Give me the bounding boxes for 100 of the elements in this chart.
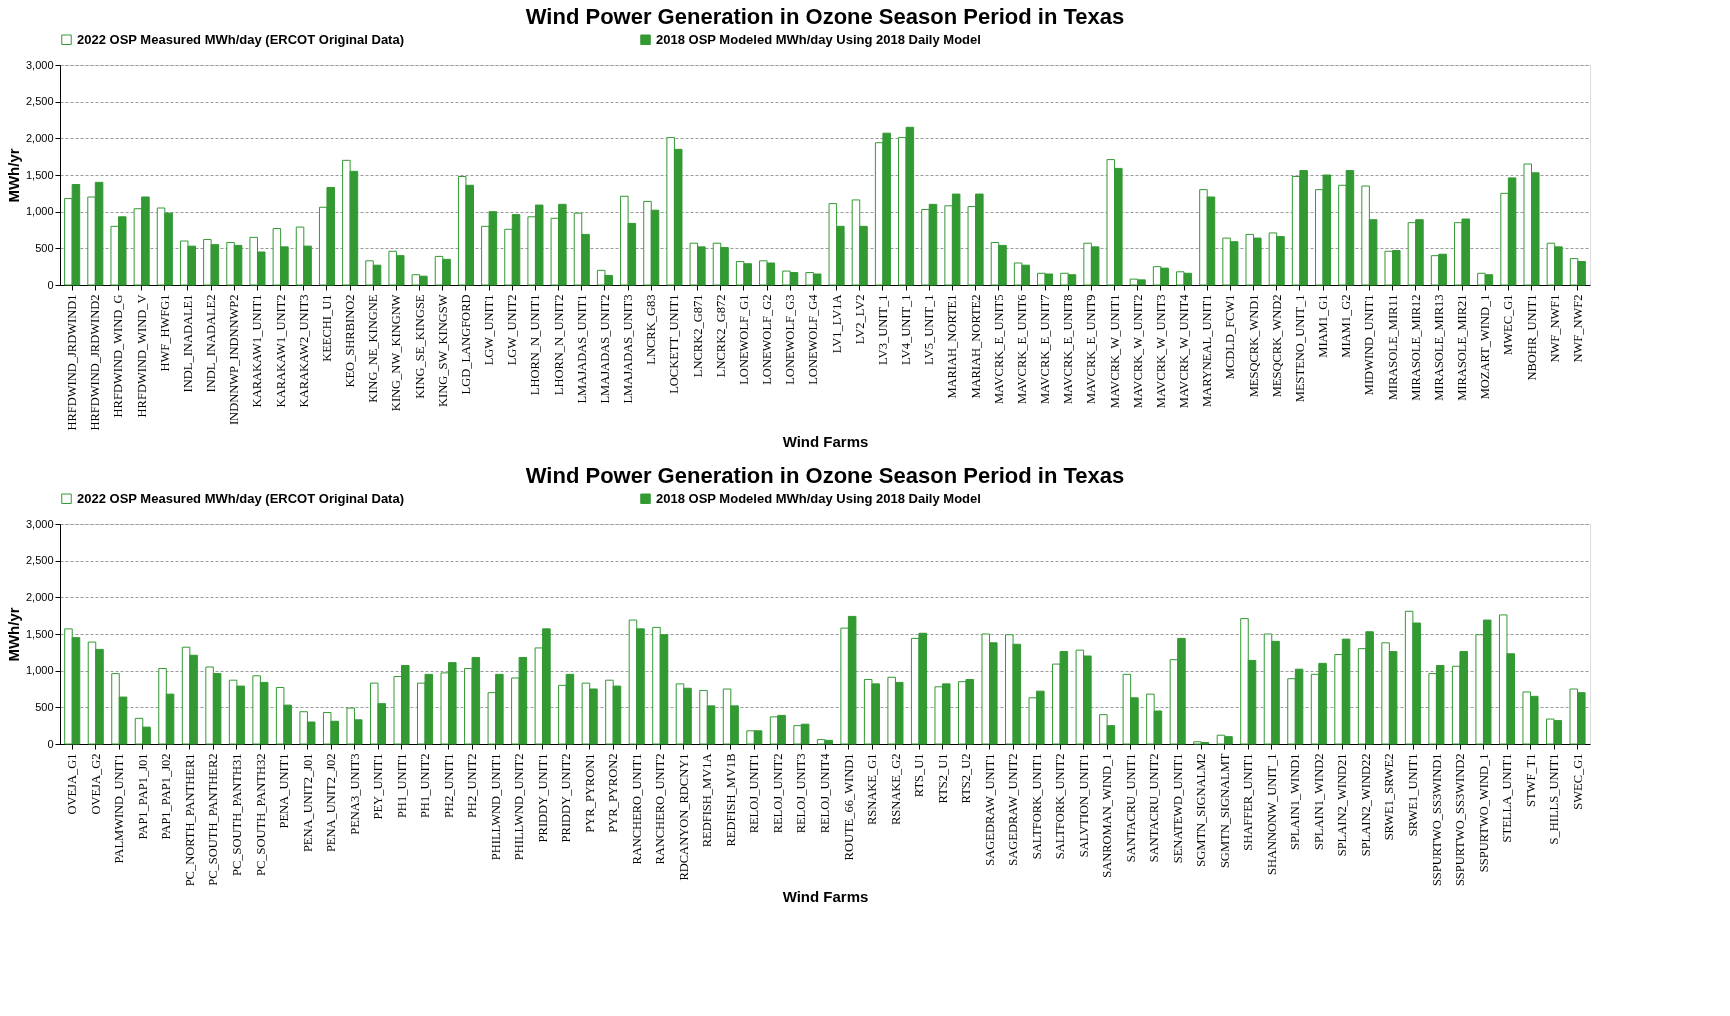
x-tick-label: SALTFORK_UNIT1 — [1029, 753, 1044, 860]
x-tick-label: LGD_LANGFORD — [458, 294, 473, 395]
x-tick-label: MIDWIND_UNIT1 — [1362, 294, 1377, 396]
x-tick-label: LV2_LV2 — [852, 294, 867, 345]
x-tick-label: PENA_UNIT2_J02 — [324, 753, 339, 853]
x-tick-label: RELOJ_UNIT1 — [747, 753, 762, 834]
x-tick-label: PRIDDY_UNIT2 — [559, 753, 574, 843]
x-tick-label: RTS2_U1 — [935, 753, 950, 804]
x-tick-label: LHORN_N_UNIT1 — [528, 294, 543, 396]
x-tick-label: SSPURTWO_SS3WIND1 — [1429, 753, 1444, 887]
legend-label: 2018 OSP Modeled MWh/day Using 2018 Daily Model — [656, 31, 981, 47]
x-tick-label: LV4_UNIT_1 — [899, 294, 914, 365]
x-tick-label: MARIAH_NORTE1 — [945, 294, 960, 399]
x-tick-label: MAVCRK_W_UNIT2 — [1130, 294, 1145, 409]
x-tick-label: MOZART_WIND_1 — [1478, 294, 1493, 400]
x-tick-label: MAVCRK_E_UNIT6 — [1014, 294, 1029, 404]
y-tick-label: 3,000 — [25, 58, 54, 71]
y-tick-label: 0 — [47, 278, 54, 291]
x-tick-label: RELOJ_UNIT2 — [770, 753, 785, 834]
y-tick-label: 3,000 — [25, 517, 54, 530]
x-tick-label: MESTENO_UNIT_1 — [1292, 294, 1307, 403]
x-tick-label: RTS2_U2 — [959, 753, 974, 804]
x-tick-label: MIRASOLE_MIR11 — [1385, 294, 1400, 401]
x-tick-label: KARAKAW2_UNIT3 — [296, 294, 311, 408]
x-tick-label: PHILLWND_UNIT2 — [512, 753, 527, 861]
x-tick-label: SHAFFER_UNIT1 — [1241, 753, 1256, 851]
x-tick-label: RSNAKE_G2 — [888, 753, 903, 826]
x-tick-label: SPLAIN1_WIND1 — [1288, 753, 1303, 851]
y-axis-title: MWh/yr — [4, 607, 22, 662]
x-tick-label: MESQCRK_WND2 — [1269, 294, 1284, 398]
x-tick-label: OVEJA_G1 — [65, 753, 80, 815]
x-tick-label: MIRASOLE_MIR13 — [1431, 294, 1446, 401]
x-tick-label: MARYNEAL_UNIT1 — [1200, 294, 1215, 407]
x-tick-label: PH2_UNIT1 — [441, 753, 456, 819]
x-tick-label: SHANNONW_UNIT_1 — [1264, 753, 1279, 876]
x-tick-label: KING_NE_KINGNE — [366, 294, 381, 403]
x-tick-label: MAVCRK_W_UNIT3 — [1153, 294, 1168, 409]
x-tick-label: MARIAH_NORTE2 — [968, 294, 983, 399]
x-tick-label: SWEC_G1 — [1570, 753, 1585, 810]
x-tick-label: HWF_HWFG1 — [157, 294, 172, 372]
x-tick-label: LGW_UNIT2 — [505, 294, 520, 366]
chart-title: Wind Power Generation in Ozone Season Period in Texas — [525, 4, 1125, 29]
x-tick-label: SRWE1_UNIT1 — [1406, 753, 1421, 837]
x-tick-label: SAGEDRAW_UNIT2 — [1006, 753, 1021, 866]
legend-label: 2022 OSP Measured MWh/day (ERCOT Original Data) — [77, 31, 405, 47]
x-tick-label: INDL_INADALE1 — [180, 294, 195, 393]
x-tick-label: MCDLD_FCW1 — [1223, 294, 1238, 380]
x-tick-label: ROUTE_66_WIND1 — [841, 753, 856, 861]
x-tick-label: PYR_PYRON2 — [606, 753, 621, 833]
x-tick-label: LMAJADAS_UNIT3 — [621, 294, 636, 404]
y-tick-label: 500 — [35, 241, 54, 254]
x-tick-label: PALMWIND_UNIT1 — [112, 753, 127, 864]
x-tick-label: KING_NW_KINGNW — [389, 294, 404, 412]
x-tick-label: LONEWOLF_G1 — [736, 294, 751, 385]
x-tick-label: LMAJADAS_UNIT2 — [597, 294, 612, 404]
x-tick-label: PENA3_UNIT3 — [347, 753, 362, 835]
x-tick-label: SANROMAN_WIND_1 — [1100, 753, 1115, 878]
y-tick-label: 2,500 — [25, 95, 54, 108]
x-tick-label: KEO_SHRBINO2 — [343, 294, 358, 388]
x-tick-label: PYR_PYRON1 — [582, 753, 597, 833]
x-tick-label: MAVCRK_E_UNIT9 — [1084, 294, 1099, 404]
x-tick-label: KARAKAW1_UNIT2 — [273, 294, 288, 408]
x-tick-label: RELOJ_UNIT4 — [818, 752, 832, 834]
x-tick-label: PH1_UNIT1 — [394, 753, 409, 819]
x-tick-label: MIRASOLE_MIR12 — [1408, 294, 1423, 401]
x-tick-label: LV1_LV1A — [829, 294, 844, 354]
x-tick-label: SALTFORK_UNIT2 — [1053, 753, 1068, 860]
x-tick-label: SGMTN_SIGNALM2 — [1194, 753, 1209, 867]
x-tick-label: KING_SE_KINGSE — [412, 294, 427, 399]
x-tick-label: SGMTN_SIGNALMT — [1217, 753, 1232, 869]
x-tick-label: REDFISH_MV1A — [700, 753, 715, 848]
x-tick-label: KARAKAW1_UNIT1 — [250, 294, 265, 408]
x-tick-label: OVEJA_G2 — [88, 753, 103, 815]
x-tick-label: MIRASOLE_MIR21 — [1455, 294, 1470, 401]
x-tick-label: KEECHI_U1 — [319, 294, 334, 362]
x-tick-label: MAVCRK_W_UNIT1 — [1107, 294, 1122, 409]
x-tick-label: RANCHERO_UNIT2 — [653, 753, 668, 865]
x-axis-title: Wind Farms — [782, 432, 869, 450]
x-tick-label: HRFDWIND_WIND_G — [111, 294, 126, 418]
y-tick-label: 2,000 — [25, 131, 54, 144]
x-tick-label: SSPURTWO_SS3WIND2 — [1453, 753, 1468, 887]
x-tick-label: SPLAIN2_WIND22 — [1358, 753, 1373, 857]
x-tick-label: RTS_U1 — [912, 753, 927, 798]
x-tick-label: RDCANYON_RDCNY1 — [676, 753, 691, 881]
x-tick-label: SAGEDRAW_UNIT1 — [982, 753, 997, 866]
x-tick-label: LV5_UNIT_1 — [922, 294, 937, 365]
x-tick-label: LONEWOLF_G2 — [760, 294, 775, 385]
x-tick-label: MWEC_G1 — [1501, 294, 1516, 355]
y-tick-label: 2,500 — [25, 554, 54, 567]
y-tick-label: 2,000 — [25, 590, 54, 603]
x-tick-label: SANTACRU_UNIT2 — [1147, 753, 1162, 863]
x-tick-label: SRWE1_SRWE2 — [1382, 753, 1397, 841]
x-tick-label: PEY_UNIT1 — [371, 753, 386, 820]
x-tick-label: PH1_UNIT2 — [418, 753, 433, 819]
x-tick-label: PRIDDY_UNIT1 — [535, 753, 550, 843]
y-tick-label: 500 — [35, 700, 54, 713]
x-tick-label: LOCKETT_UNIT1 — [667, 294, 682, 394]
x-tick-label: LGW_UNIT1 — [482, 294, 497, 366]
x-tick-label: S_HILLS_UNIT1 — [1547, 753, 1562, 845]
x-tick-label: INDNNWP_INDNNWP2 — [227, 294, 242, 426]
